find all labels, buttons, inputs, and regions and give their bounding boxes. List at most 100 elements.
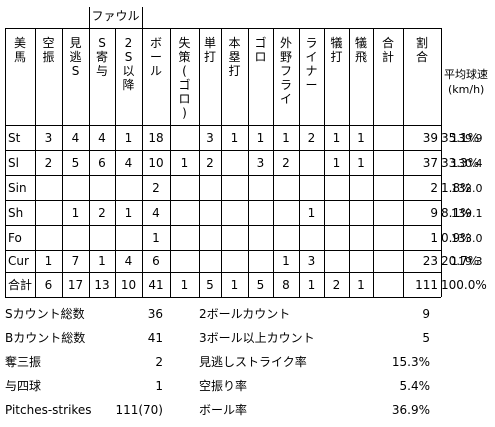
summary-left-label: 与四球 (5, 379, 42, 393)
table-side-border (441, 28, 442, 297)
column-header: 失策(ゴロ) (170, 36, 199, 120)
column-border (373, 28, 374, 297)
table-cell: 6 (152, 254, 160, 268)
table-cell: 13 (94, 277, 110, 292)
column-header-char: 逃 (69, 50, 82, 64)
group-divider (89, 7, 90, 28)
column-border (89, 28, 90, 297)
table-cell: 37 (422, 155, 438, 170)
row-label: St (8, 130, 21, 145)
row-border (5, 150, 441, 151)
table-cell: 41 (148, 277, 164, 292)
table-cell: 1 (357, 277, 365, 292)
table-cell: 4 (124, 155, 133, 170)
row-label: Cur (8, 254, 29, 268)
column-header-char: 計 (381, 50, 394, 64)
summary-right-value: 5 (422, 331, 430, 345)
header-bottom-border (5, 125, 441, 126)
table-side-border (5, 28, 6, 297)
table-cell: 1 (282, 254, 290, 268)
row-border (5, 297, 441, 298)
column-header-char: 馬 (13, 50, 26, 64)
table-cell: 1 (282, 130, 290, 145)
table-cell: 5 (71, 155, 80, 170)
column-header-char: 打 (228, 64, 241, 78)
table-cell: 111 (415, 277, 438, 292)
column-header: 犠打 (324, 36, 349, 64)
column-border (299, 28, 300, 297)
column-header-char: S (71, 64, 80, 78)
table-cell: 3 (256, 155, 265, 170)
table-top-border (5, 28, 441, 29)
table-cell: 1 (357, 155, 365, 170)
summary-right-label: ボール率 (199, 403, 248, 417)
column-border (248, 28, 249, 297)
row-speed: 133.0 (451, 231, 483, 245)
table-cell: 1 (124, 205, 133, 220)
column-border (199, 28, 200, 297)
row-border (5, 250, 441, 251)
table-cell: 1 (230, 130, 239, 145)
table-cell: 4 (98, 130, 106, 145)
table-cell: 6 (44, 277, 53, 292)
summary-left-value: 2 (155, 355, 163, 369)
table-cell: 7 (71, 254, 80, 268)
column-header-char: ボ (149, 36, 162, 50)
row-speed: 119.3 (451, 255, 483, 268)
summary-left-value: 111(70) (115, 403, 163, 417)
column-header-char: ラ (305, 36, 318, 50)
summary-right-label: 見逃しストライク率 (199, 355, 307, 369)
column-header: 単打 (199, 36, 221, 64)
column-header: 本塁打 (221, 36, 248, 78)
table-cell: 39 (422, 130, 438, 145)
table-cell: 4 (71, 130, 80, 145)
column-header: ライナー (299, 36, 324, 92)
column-header-char: 美 (13, 36, 26, 50)
column-border (349, 28, 350, 297)
table-cell: 1 (180, 277, 189, 292)
column-header-char: 合 (381, 36, 394, 50)
table-cell: 3 (307, 254, 316, 268)
row-speed: 139.1 (451, 206, 483, 220)
table-cell: 0.9% (441, 230, 472, 245)
speed-header-unit: (km/h) (448, 83, 485, 96)
summary-right-value: 9 (422, 307, 430, 321)
summary-right-label: 空振り率 (199, 379, 248, 393)
column-header-char: 与 (95, 64, 108, 78)
table-cell: 1 (332, 130, 341, 145)
column-header-char: ( (182, 64, 187, 78)
table-cell: 1.8% (441, 180, 472, 195)
speed-header: 平均球速 (444, 68, 488, 81)
row-label: Fo (8, 230, 22, 245)
row-border (5, 272, 441, 273)
column-border (142, 28, 143, 297)
table-cell: 1 (357, 130, 365, 145)
column-header: 外野フライ (273, 36, 299, 106)
column-border (115, 28, 116, 297)
summary-right-value: 15.3% (391, 355, 430, 369)
column-header-char: 外 (279, 36, 292, 50)
column-header-char: ー (305, 78, 318, 92)
table-cell: 1 (124, 130, 133, 145)
column-header-char: 見 (69, 36, 82, 50)
summary-right-value: 36.9% (391, 403, 430, 417)
column-header-char: ゴ (178, 78, 191, 92)
column-header-char: S (124, 50, 133, 64)
table-cell: 1 (180, 155, 189, 170)
table-cell: 8 (282, 277, 290, 292)
table-cell: 20.7% (441, 254, 480, 268)
column-header-char: 振 (42, 50, 55, 64)
column-header-char: 失 (178, 36, 191, 50)
column-header: 美馬 (5, 36, 35, 64)
column-header-char: ル (149, 64, 162, 78)
summary-right-label: 3ボール以上カウント (199, 331, 315, 345)
column-border (221, 28, 222, 297)
row-speed: 139.9 (451, 131, 483, 145)
summary-left-value: 1 (155, 379, 163, 393)
row-border (5, 175, 441, 176)
column-header-char: フ (279, 64, 292, 78)
table-cell: 5 (256, 277, 265, 292)
